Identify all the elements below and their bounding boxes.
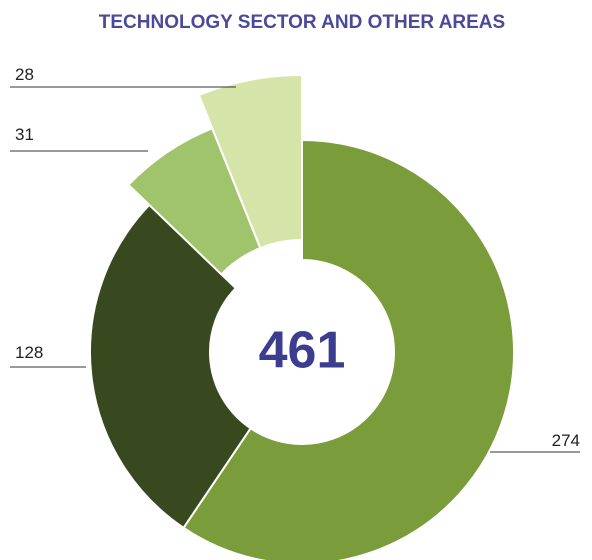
donut-slice (197, 73, 303, 250)
data-label: 128 (15, 343, 43, 362)
data-label: 274 (552, 431, 580, 450)
donut-slice (89, 203, 252, 530)
center-total: 461 (259, 322, 346, 380)
chart-title: TECHNOLOGY SECTOR AND OTHER AREAS (99, 12, 505, 33)
donut-slice (182, 138, 515, 560)
data-label: 28 (15, 65, 34, 84)
data-label: 31 (15, 125, 34, 144)
